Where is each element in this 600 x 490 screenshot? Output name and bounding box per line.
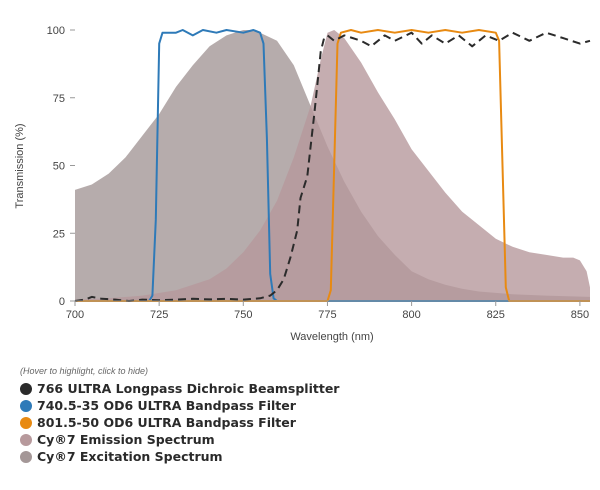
series-area-cy-7-emission-spectrum[interactable] [75, 30, 590, 301]
plot-area [74, 29, 591, 302]
legend-label: 801.5-50 OD6 ULTRA Bandpass Filter [37, 415, 296, 430]
legend-item-801-5-50-od6-ultra-bandpass-filter[interactable]: 801.5-50 OD6 ULTRA Bandpass Filter [20, 414, 580, 431]
x-tick-label: 800 [402, 309, 420, 321]
legend-label: Cy®7 Emission Spectrum [37, 432, 215, 447]
legend-swatch-icon [20, 399, 32, 412]
axes: 700 725 750 775 800 825 850 0 25 50 75 100 [47, 25, 590, 321]
y-tick-label: 75 [53, 93, 65, 105]
series-line-801-5-50-od6-ultra-bandpass-filter[interactable] [75, 29, 590, 302]
legend-swatch-icon [20, 382, 32, 395]
y-axis-title: Transmission (%) [14, 123, 26, 208]
legend-items: 766 ULTRA Longpass Dichroic Beamsplitter… [20, 380, 580, 465]
legend-hint: (Hover to highlight, click to hide) [20, 366, 149, 376]
x-tick-label: 850 [571, 309, 589, 321]
legend-label: 766 ULTRA Longpass Dichroic Beamsplitter [37, 381, 340, 396]
legend-item-740-5-35-od6-ultra-bandpass-filter[interactable]: 740.5-35 OD6 ULTRA Bandpass Filter [20, 397, 580, 414]
x-tick-label: 750 [234, 309, 252, 321]
legend-item-cy-7-emission-spectrum[interactable]: Cy®7 Emission Spectrum [20, 431, 580, 448]
y-tick-label: 100 [47, 25, 65, 37]
series-line-766-ultra-longpass-dichroic-beamsplitter[interactable] [74, 31, 591, 302]
series-line-740-5-35-od6-ultra-bandpass-filter[interactable] [148, 29, 590, 302]
x-tick-label: 825 [487, 309, 505, 321]
legend-swatch-icon [20, 450, 32, 463]
spectra-chart: 700 725 750 775 800 825 850 0 25 50 75 100 Transmis… [14, 25, 591, 343]
y-tick-label: 50 [53, 161, 65, 173]
legend-swatch-icon [20, 416, 32, 429]
y-tick-label: 0 [59, 296, 65, 308]
y-tick-label: 25 [53, 228, 65, 240]
legend-label: 740.5-35 OD6 ULTRA Bandpass Filter [37, 398, 296, 413]
legend-swatch-icon [20, 433, 32, 446]
x-tick-label: 700 [66, 309, 84, 321]
legend-item-cy-7-excitation-spectrum[interactable]: Cy®7 Excitation Spectrum [20, 448, 580, 465]
x-tick-label: 775 [318, 309, 336, 321]
legend-item-766-ultra-longpass-dichroic-beamsplitter[interactable]: 766 ULTRA Longpass Dichroic Beamsplitter [20, 380, 580, 397]
legend: (Hover to highlight, click to hide) 766 … [20, 366, 580, 465]
series-layer [74, 29, 591, 302]
x-axis-title: Wavelength (nm) [290, 331, 373, 343]
legend-label: Cy®7 Excitation Spectrum [37, 449, 223, 464]
x-tick-label: 725 [150, 309, 168, 321]
